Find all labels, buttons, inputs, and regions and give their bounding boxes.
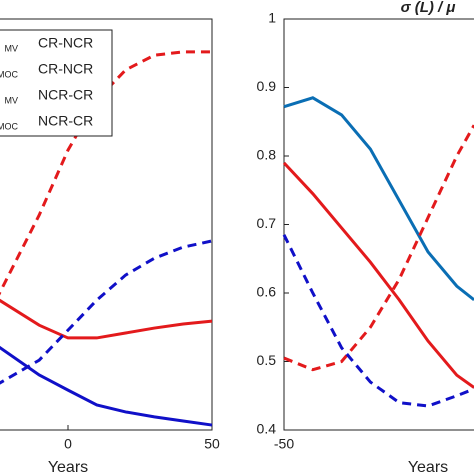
y-tick-label: 0.8 [257, 147, 277, 163]
series-line [0, 298, 213, 340]
series-line [283, 96, 474, 302]
legend-subscript: MV [5, 95, 19, 105]
y-tick-label: 0.5 [257, 352, 277, 368]
series-line [282, 161, 474, 389]
x-tick-label: 50 [204, 436, 220, 452]
y-tick-label: 0.7 [257, 215, 277, 231]
y-tick-label: 1 [268, 10, 276, 26]
legend-box [0, 29, 113, 137]
x-tick-label: -50 [274, 436, 294, 452]
y-tick-label: 0.9 [257, 78, 277, 94]
legend-subscript: MV [5, 43, 19, 53]
series-line [0, 345, 213, 427]
series-line [0, 239, 213, 385]
x-tick-label: 0 [64, 436, 72, 452]
x-axis-label: Years [408, 459, 448, 474]
legend-label: NCR-CR [38, 87, 93, 103]
series-line [283, 124, 474, 372]
legend-label: CR-NCR [38, 35, 93, 51]
legend-label: NCR-CR [38, 113, 93, 129]
y-tick-label: 0.4 [257, 421, 277, 437]
legend-label: CR-NCR [38, 61, 93, 77]
y-tick-label: 0.6 [257, 284, 277, 300]
legend-subscript: MOC [0, 69, 18, 79]
x-axis-label: Years [48, 459, 88, 474]
series-line [282, 234, 474, 408]
legend-subscript: MOC [0, 121, 18, 131]
chart-title: σ (L) / μ [401, 0, 456, 16]
